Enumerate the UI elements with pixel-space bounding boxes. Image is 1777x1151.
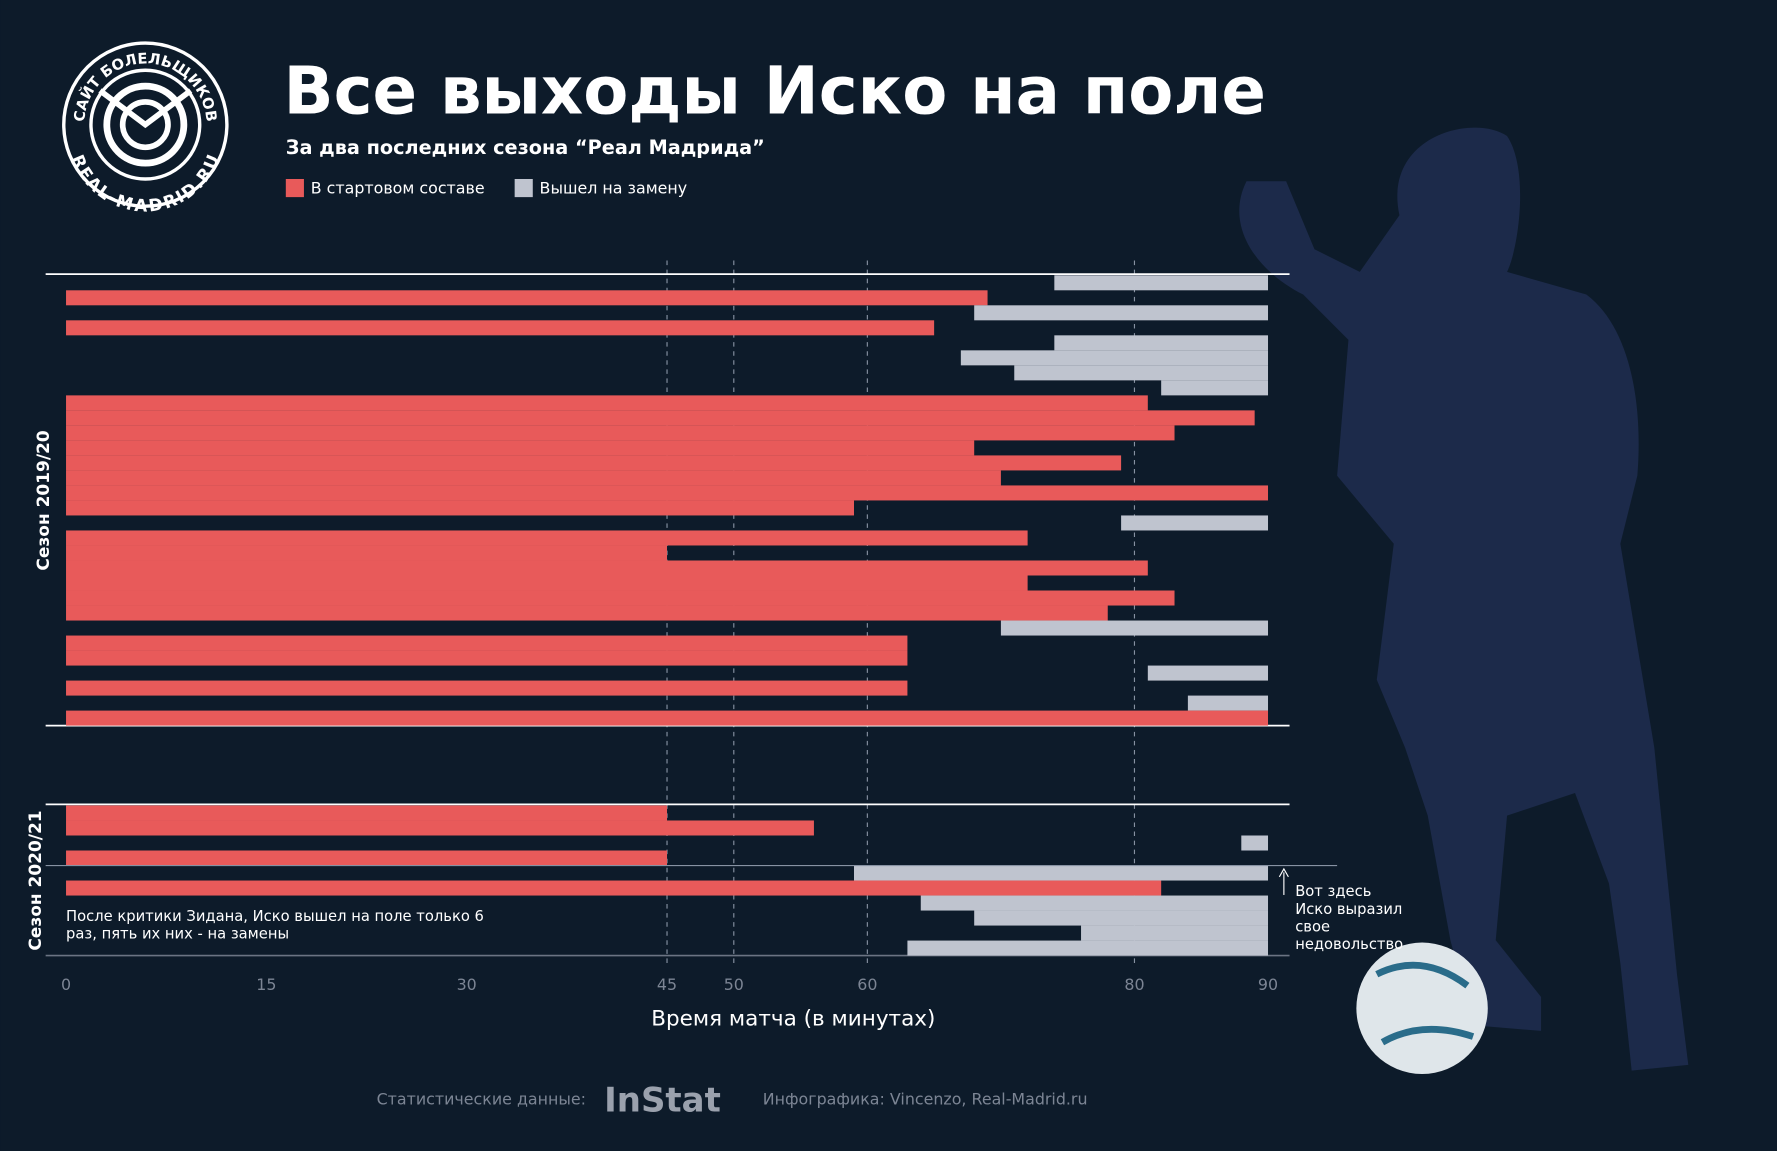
bar (66, 650, 908, 666)
x-tick-label: 45 (657, 975, 677, 994)
bar (920, 895, 1269, 911)
source: InStat (604, 1080, 721, 1120)
bar (66, 605, 1108, 621)
x-tick-label: 90 (1258, 975, 1278, 994)
x-tick-label: 80 (1124, 975, 1144, 994)
bar (66, 590, 1175, 606)
plot: В стартовом составе Вышел на замену 0 15 30 4… (26, 179, 1403, 994)
bar (66, 455, 1122, 471)
annotation-line-text: свое (1295, 918, 1330, 935)
bar (1081, 925, 1269, 941)
bar (66, 530, 1028, 546)
annotation: Вот здесь Иско выразил свое недовольство (1295, 883, 1403, 953)
bar (66, 425, 1175, 441)
x-tick-label: 60 (857, 975, 877, 994)
x-axis-title: Время матча (в минутах) (651, 1006, 935, 1031)
bar (974, 910, 1269, 926)
annotation-line-text: раз, пять их них - на замены (66, 926, 289, 943)
annotation-line-text: После критики Зидана, Иско вышел на поле… (66, 908, 484, 925)
legend-label: Вышел на замену (540, 179, 688, 198)
bar (66, 485, 1269, 501)
bar (66, 805, 668, 821)
annotation-line-text: Вот здесь (1295, 883, 1371, 900)
bar (66, 500, 854, 516)
bar (1121, 515, 1269, 531)
bar (1014, 365, 1269, 381)
annotation: После критики Зидана, Иско вышел на поле… (66, 908, 484, 943)
bar (66, 635, 908, 651)
bar (66, 320, 935, 336)
bar (907, 940, 1269, 956)
annotation-arrow-head (1278, 867, 1289, 878)
chart-title: Все выходы Иско на поле (284, 53, 1266, 129)
bar (1161, 380, 1269, 396)
legend-label: В стартовом составе (311, 179, 485, 198)
bar (1187, 695, 1269, 711)
bar (66, 560, 1148, 576)
bar (66, 820, 814, 836)
bar (66, 395, 1148, 411)
x-tick-label: 15 (256, 975, 276, 994)
bar (1054, 275, 1269, 291)
source-label: Статистические данные: (377, 1090, 586, 1109)
bar (66, 680, 908, 696)
bar (66, 850, 668, 866)
x-tick-label: 50 (724, 975, 744, 994)
bar (1054, 335, 1269, 351)
bar (66, 410, 1255, 426)
legend-swatch (285, 178, 304, 198)
bar (1241, 835, 1269, 851)
bar (66, 710, 1269, 726)
bar (1147, 665, 1269, 681)
chart-subtitle: За два последних сезона “Реал Мадрида” (286, 136, 765, 159)
bar (66, 575, 1028, 591)
bar (66, 470, 1001, 486)
x-tick-label: 0 (61, 975, 71, 994)
bar (66, 440, 975, 456)
bar (960, 350, 1269, 366)
bar (66, 290, 988, 306)
bar (974, 305, 1269, 321)
bar (1000, 620, 1269, 636)
legend-swatch (514, 178, 533, 198)
group-label: Сезон 2020/21 (26, 810, 46, 950)
bar (66, 880, 1162, 896)
credit: Инфографика: Vincenzo, Real-Madrid.ru (763, 1090, 1088, 1109)
group-label: Сезон 2019/20 (34, 430, 54, 570)
bar (853, 865, 1269, 881)
x-tick-label: 30 (457, 975, 477, 994)
logo (62, 41, 229, 208)
player-photo (1239, 127, 1689, 1074)
annotation-line-text: Иско выразил (1295, 901, 1402, 918)
annotation-line-text: недовольство (1295, 936, 1403, 953)
bar (66, 545, 668, 561)
